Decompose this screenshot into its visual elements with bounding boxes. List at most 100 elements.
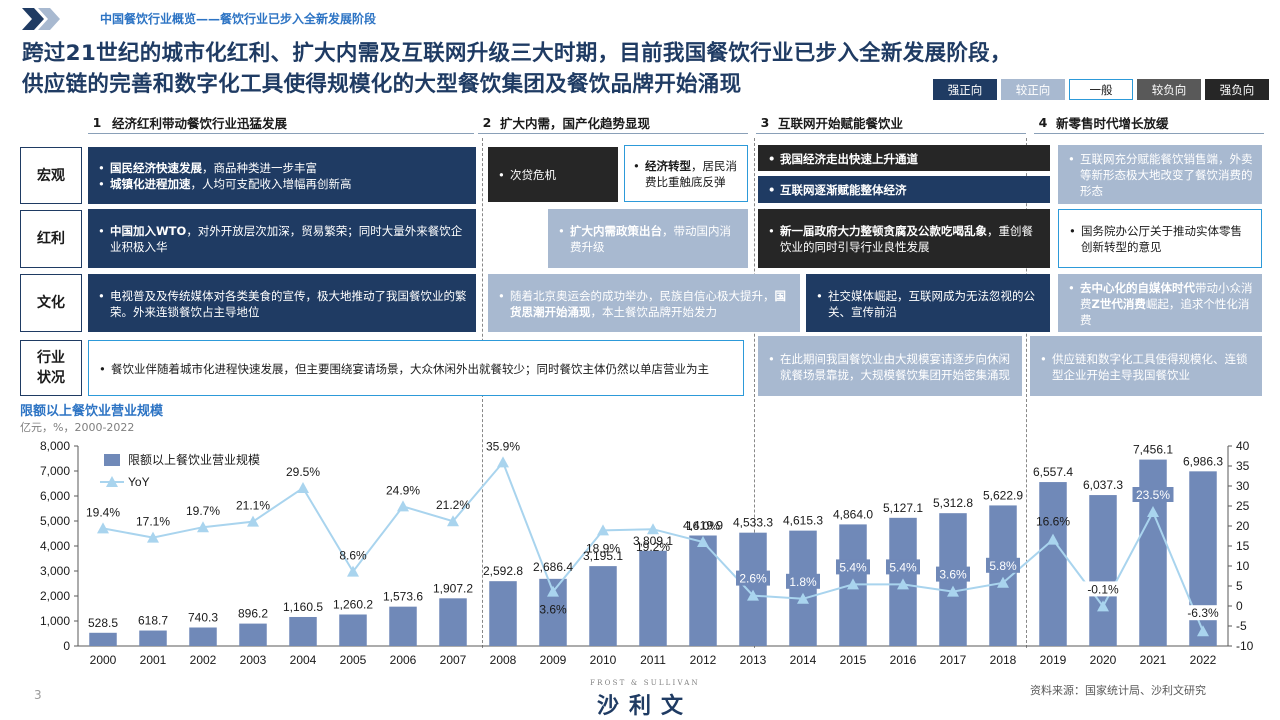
page-title-line-2: 供应链的完善和数字化工具使得规模化的大型餐饮集团及餐饮品牌开始涌现 [22, 72, 742, 97]
x-axis-tick-label: 2021 [1140, 653, 1167, 667]
cell-text: 随着北京奥运会的成功举办，民族自信心极大提升， [510, 288, 775, 303]
x-axis-tick-label: 2004 [290, 653, 317, 667]
bar-value-label: 4,419.9 [683, 519, 723, 533]
dividend-phase2-cell: 扩大内需政策出台，带动国内消费升级 [548, 209, 748, 268]
bar-value-label: 3,195.1 [583, 549, 623, 563]
cell-text: ，带动国内消费升级 [570, 224, 731, 254]
yoy-marker-2021 [1147, 506, 1159, 517]
bar-value-label: 5,622.9 [983, 488, 1023, 502]
breadcrumb: 中国餐饮行业概览——餐饮行业已步入全新发展阶段 [100, 12, 377, 26]
yoy-marker-2005 [347, 565, 359, 577]
x-axis-tick-label: 2013 [740, 653, 767, 667]
yoy-value-label: 21.1% [236, 499, 270, 513]
cell-text: 互联网充分赋能餐饮销售端，外卖等新形态极大地改变了餐饮消费的形态 [1066, 151, 1254, 199]
bar-value-label: 4,615.3 [783, 514, 823, 528]
phase-number: 1 [92, 115, 102, 130]
highlight-text: 中国加入WTO [110, 224, 187, 238]
bar-value-label: 2,686.4 [533, 560, 573, 574]
bar-2010 [589, 566, 617, 646]
cell-text: 供应链和数字化工具使得规模化、连锁型企业开始主导我国餐饮业 [1038, 351, 1254, 383]
right-axis-tick-label: 20 [1236, 519, 1250, 533]
cell-text: 在此期间我国餐饮业由大规模宴请逐步向休闲就餐场景靠拢，大规模餐饮集团开始密集涌现 [766, 351, 1014, 383]
x-axis-tick-label: 2007 [440, 653, 467, 667]
yoy-marker-2000 [97, 522, 109, 534]
bar-2012 [689, 535, 717, 646]
bar-value-label: 1,573.6 [383, 590, 423, 604]
cell-text: ，重创餐饮业的同时引导行业良性发展 [780, 224, 1033, 254]
cell-text: 餐饮业伴随着城市化进程快速发展，但主要围绕宴请场景，大众休闲外出就餐较少；同时餐… [97, 361, 709, 377]
source-note: 资料来源：国家统计局、沙利文研究 [1030, 684, 1206, 697]
yoy-value-label: -0.1% [1087, 582, 1119, 596]
row-label-macro: 宏观 [20, 147, 82, 204]
yoy-label-bg [986, 557, 1020, 573]
bar-value-label: 1,907.2 [433, 581, 473, 595]
bar-value-label: 5,312.8 [933, 496, 973, 510]
yoy-marker-2014 [797, 592, 809, 604]
legend-negative: 较负向 [1137, 79, 1201, 100]
right-axis-tick-label: -5 [1236, 619, 1247, 633]
yoy-marker-2018 [997, 576, 1009, 588]
chart-subtitle: 亿元，%，2000-2022 [20, 421, 135, 434]
row-label-line: 状况 [37, 370, 65, 386]
bar-value-label: 528.5 [88, 616, 118, 630]
left-axis-tick-label: 3,000 [40, 564, 70, 578]
highlight-text: 经济转型 [645, 158, 691, 173]
yoy-value-label: 35.9% [486, 439, 520, 453]
cell-text: ，人均可支配收入增幅再创新高 [190, 177, 352, 191]
cell-text: ，对外开放层次加深，贸易繁荣；同时大量外来餐饮企业积极入华 [110, 224, 463, 254]
macro-phase1-cell: 国民经济快速发展，商品种类进一步丰富 城镇化进程加速，人均可支配收入增幅再创新高 [88, 147, 476, 204]
yoy-marker-2022 [1197, 625, 1209, 637]
page-title: 跨过21世纪的城市化红利、扩大内需及互联网升级三大时期，目前我国餐饮行业已步入全… [22, 38, 1262, 100]
yoy-value-label: 5.4% [889, 560, 917, 574]
bar-2002 [189, 627, 217, 646]
yoy-value-label: 2.6% [739, 572, 767, 586]
dividend-phase1-cell: 中国加入WTO，对外开放层次加深，贸易繁荣；同时大量外来餐饮企业积极入华 [88, 209, 476, 268]
x-axis-tick-label: 2009 [540, 653, 567, 667]
yoy-marker-2007 [447, 515, 459, 527]
bar-2001 [139, 630, 167, 646]
highlight-text: Z世代消费 [1091, 296, 1146, 311]
bar-value-label: 618.7 [138, 614, 168, 628]
yoy-marker-2019 [1047, 533, 1059, 545]
x-axis-tick-label: 2011 [640, 653, 666, 667]
yoy-label-bg [1132, 487, 1174, 502]
culture-phase3-cell: 社交媒体崛起，互联网成为无法忽视的公关、宣传前沿 [806, 274, 1050, 332]
x-axis-tick-label: 2019 [1040, 653, 1067, 667]
chevron-right-icon [22, 8, 60, 30]
macro-phase2-cell-a: 次贷危机 [488, 147, 618, 202]
yoy-value-label: 8.6% [339, 549, 367, 563]
yoy-label-bg [1182, 605, 1224, 621]
yoy-value-label: 19.4% [86, 505, 120, 519]
bar-2013 [739, 532, 767, 646]
bar-value-label: 7,456.1 [1133, 443, 1173, 457]
yoy-value-label: 29.5% [286, 465, 320, 479]
page-title-line-1: 跨过21世纪的城市化红利、扩大内需及互联网升级三大时期，目前我国餐饮行业已步入全… [22, 41, 1012, 66]
cell-text: 互联网逐渐赋能整体经济 [766, 182, 907, 198]
yoy-value-label: 5.8% [989, 559, 1017, 573]
x-axis-tick-label: 2008 [490, 653, 517, 667]
phase-4-header: 4 新零售时代增长放缓 [1034, 112, 1264, 134]
legend-neutral: 一般 [1069, 79, 1133, 100]
left-axis-tick-label: 7,000 [40, 464, 70, 478]
yoy-value-label: 23.5% [1136, 488, 1170, 502]
brand-logo-tagline: FROST & SULLIVAN [590, 679, 700, 687]
phase-label: 扩大内需，国产化趋势显现 [500, 116, 651, 131]
yoy-value-label: 16.6% [1036, 515, 1070, 529]
x-axis-tick-label: 2006 [390, 653, 417, 667]
yoy-marker-2001 [147, 531, 159, 543]
right-axis-tick-label: -10 [1236, 639, 1254, 653]
bar-value-label: 896.2 [238, 607, 268, 621]
yoy-marker-2010 [597, 524, 609, 536]
left-axis-tick-label: 0 [63, 639, 70, 653]
left-axis-tick-label: 6,000 [40, 489, 70, 503]
x-axis-tick-label: 2005 [340, 653, 367, 667]
industry-phase4-cell: 供应链和数字化工具使得规模化、连锁型企业开始主导我国餐饮业 [1030, 336, 1262, 396]
yoy-marker-2004 [297, 482, 309, 493]
x-axis-tick-label: 2017 [940, 653, 967, 667]
right-axis-tick-label: 5 [1236, 579, 1243, 593]
left-axis-tick-label: 2,000 [40, 589, 70, 603]
culture-phase4-cell: 去中心化的自媒体时代带动小众消费Z世代消费崛起，追求个性化消费 [1058, 274, 1262, 332]
dividend-phase3-cell: 新一届政府大力整顿贪腐及公款吃喝乱象，重创餐饮业的同时引导行业良性发展 [758, 209, 1050, 268]
bar-2019 [1039, 482, 1067, 646]
bar-value-label: 6,557.4 [1033, 465, 1073, 479]
